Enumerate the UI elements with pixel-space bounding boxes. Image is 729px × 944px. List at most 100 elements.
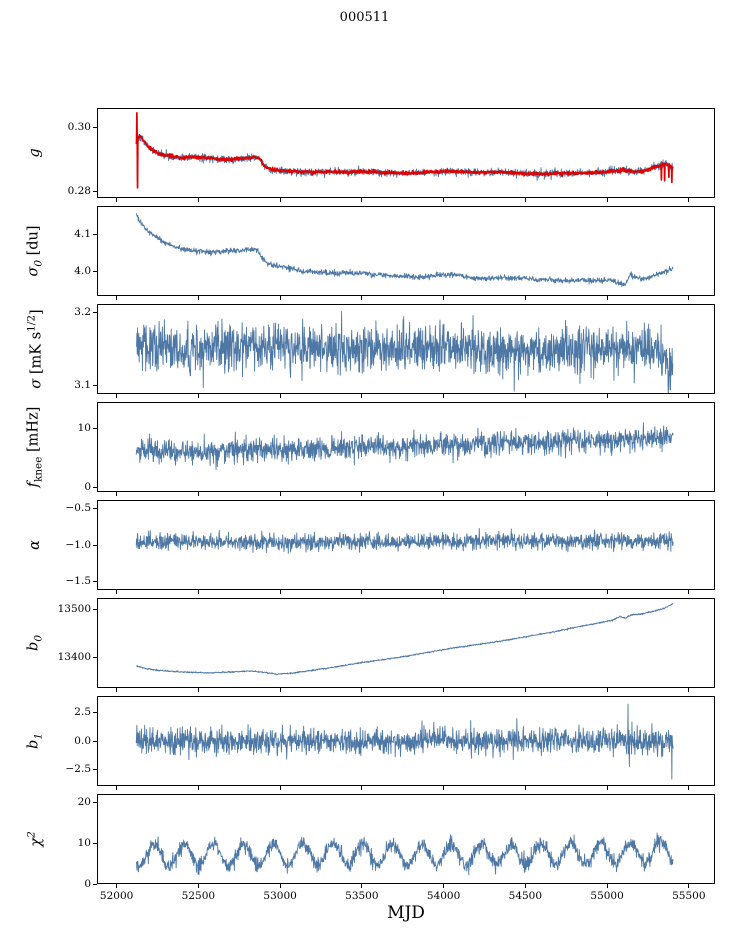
x-tick — [688, 492, 690, 496]
y-axis-label-part: σ — [25, 266, 42, 277]
y-tick — [93, 384, 97, 386]
x-tick — [361, 786, 363, 790]
plot-canvas-fknee — [97, 402, 715, 492]
x-tick — [116, 688, 118, 692]
x-tick — [524, 786, 526, 790]
y-axis-label-part: [du] — [25, 225, 42, 260]
x-tick — [524, 296, 526, 300]
y-tick-label: 0 — [84, 877, 91, 890]
y-axis-label-part: α — [27, 540, 43, 550]
x-tick-label: 53500 — [345, 890, 379, 902]
panel-b0: 13500 13400 b0 — [26, 598, 715, 692]
y-tick-label: 0 — [84, 480, 91, 493]
y-axis-label-part: 0 — [32, 635, 45, 642]
x-tick — [279, 786, 281, 790]
y-tick — [93, 842, 97, 844]
y-axis-label-g: g — [27, 148, 43, 157]
y-axis-label-part: 2 — [25, 831, 38, 838]
y-tick — [93, 271, 97, 273]
x-tick — [197, 884, 199, 888]
plot-canvas-alpha — [97, 500, 715, 590]
y-tick — [93, 544, 97, 546]
x-tick — [443, 590, 445, 594]
y-axis-label-part: f — [25, 482, 42, 488]
x-tick — [116, 198, 118, 202]
x-tick — [606, 394, 608, 398]
panel-sigma0: 4.1 4.0 σ0 [du] — [26, 206, 715, 300]
x-tick-label: 52000 — [99, 890, 134, 902]
x-tick — [361, 492, 363, 496]
panel-b1: 2.5 0.0 −2.5 b1 — [26, 696, 715, 790]
x-tick — [361, 296, 363, 300]
x-tick — [606, 590, 608, 594]
x-tick — [116, 884, 118, 888]
x-tick — [688, 590, 690, 594]
y-axis-label-part: g — [27, 148, 43, 158]
y-axis-label-part: b — [25, 739, 42, 749]
x-tick-label: 53000 — [263, 890, 297, 902]
y-tick — [93, 126, 97, 128]
y-axis-label-alpha: α — [27, 540, 43, 550]
x-tick — [443, 492, 445, 496]
figure-title: 000511 — [339, 10, 390, 25]
y-tick — [93, 801, 97, 803]
x-tick — [688, 884, 690, 888]
y-tick — [93, 486, 97, 488]
x-tick-label: 54500 — [508, 890, 543, 902]
x-tick — [524, 198, 526, 202]
y-tick — [93, 883, 97, 885]
x-tick — [443, 394, 445, 398]
y-tick-label: −0.5 — [65, 502, 92, 515]
y-tick — [93, 609, 97, 611]
x-tick — [361, 688, 363, 692]
x-tick — [279, 198, 281, 202]
y-tick-label: 0.0 — [74, 734, 91, 747]
y-axis-label-sigma: σ [mK s1/2] — [26, 309, 45, 388]
x-tick — [688, 296, 690, 300]
y-tick — [93, 711, 97, 713]
y-axis-label-part: b — [25, 641, 42, 651]
x-tick — [606, 884, 608, 888]
x-tick-label: 55000 — [590, 890, 624, 902]
x-tick — [116, 492, 118, 496]
plot-canvas-b1 — [97, 696, 715, 786]
x-tick — [688, 394, 690, 398]
x-tick-label: 55500 — [672, 890, 706, 902]
y-axis-label-sigma0: σ0 [du] — [26, 225, 45, 276]
x-tick — [688, 688, 690, 692]
x-tick — [116, 590, 118, 594]
plot-canvas-g — [97, 108, 715, 198]
panel-chi2: 20 10 0 52000 52500 53000 53500 54000 54500 55000… — [26, 794, 715, 902]
x-tick — [524, 492, 526, 496]
x-tick — [279, 394, 281, 398]
y-tick-label: 4.0 — [74, 265, 91, 278]
x-tick — [197, 296, 199, 300]
x-tick — [524, 590, 526, 594]
y-tick — [93, 508, 97, 510]
x-tick — [443, 198, 445, 202]
y-tick-label: 10 — [77, 836, 91, 849]
x-tick — [688, 786, 690, 790]
x-tick — [197, 492, 199, 496]
y-tick-label: 2.5 — [74, 705, 91, 718]
x-tick — [197, 786, 199, 790]
y-tick-label: 20 — [77, 795, 91, 808]
y-tick-label: 3.2 — [74, 306, 91, 319]
x-tick — [524, 884, 526, 888]
plot-canvas-sigma — [97, 304, 715, 394]
y-tick — [93, 656, 97, 658]
x-tick — [279, 884, 281, 888]
y-axis-label-part: 1 — [32, 733, 45, 740]
x-tick — [116, 296, 118, 300]
x-tick — [524, 688, 526, 692]
y-tick — [93, 740, 97, 742]
y-axis-label-part: σ — [28, 378, 45, 389]
y-axis-label-part: 1/2 — [25, 315, 38, 332]
y-tick-label: 10 — [77, 421, 91, 434]
y-axis-label-part: 0 — [32, 259, 45, 267]
x-tick — [197, 590, 199, 594]
x-axis-label: MJD — [387, 903, 425, 923]
plot-canvas-sigma0 — [97, 206, 715, 296]
x-tick — [443, 884, 445, 888]
